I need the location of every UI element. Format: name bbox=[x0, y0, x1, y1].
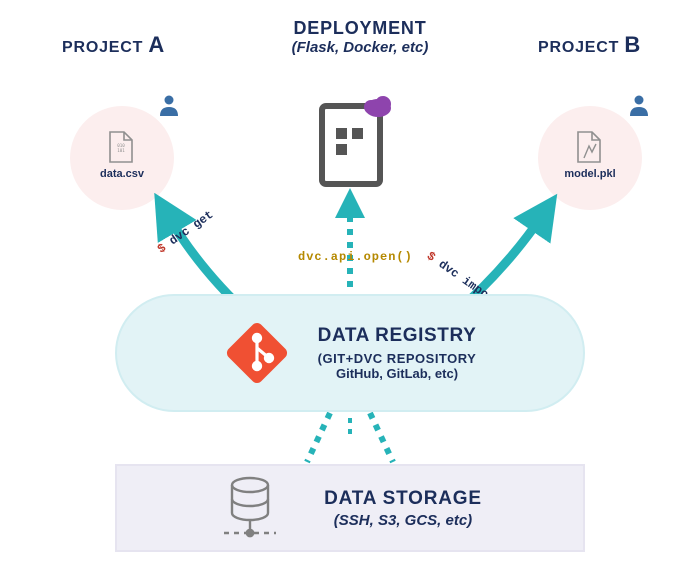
dvc-api-label: dvc.api.open() bbox=[298, 250, 413, 264]
data-registry-pill: DATA REGISTRY (GIT+DVC REPOSITORY GitHub… bbox=[115, 294, 585, 412]
registry-title: DATA REGISTRY bbox=[318, 325, 477, 347]
registry-line3: GitHub, GitLab, etc) bbox=[318, 366, 477, 381]
data-storage-box: DATA STORAGE (SSH, S3, GCS, etc) bbox=[115, 464, 585, 552]
storage-subtitle: (SSH, S3, GCS, etc) bbox=[324, 512, 482, 529]
database-icon bbox=[218, 473, 294, 543]
storage-title: DATA STORAGE bbox=[324, 488, 482, 510]
registry-line2: (GIT+DVC REPOSITORY bbox=[318, 351, 477, 366]
git-icon bbox=[224, 320, 290, 386]
